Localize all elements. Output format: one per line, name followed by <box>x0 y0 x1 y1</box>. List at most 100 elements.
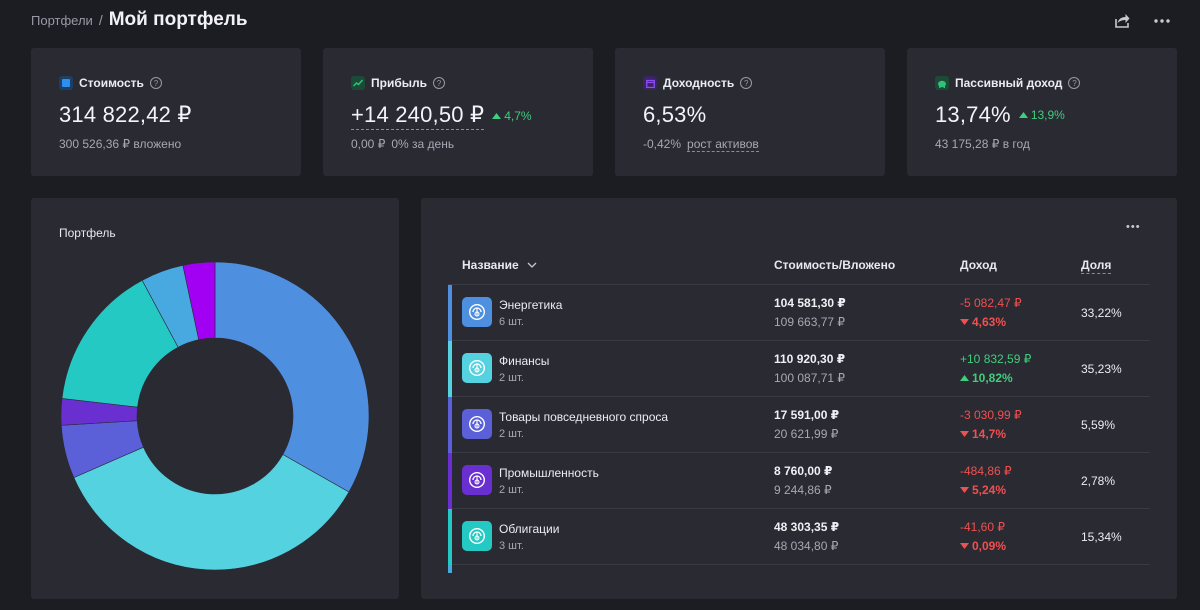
row-overflow-marker <box>448 565 452 573</box>
table-row[interactable]: Товары повседневного спроса 2 шт. 17 591,0… <box>448 397 1150 453</box>
row-share: 15,34% <box>1081 530 1122 544</box>
row-share: 5,59% <box>1081 418 1116 432</box>
sector-icon <box>462 353 492 383</box>
yield-amount: 6,53% <box>643 102 707 127</box>
donut-chart <box>60 261 370 571</box>
row-invested: 109 663,77 ₽ <box>774 315 846 329</box>
passive-income-label: Пассивный доход <box>955 76 1063 90</box>
yield-delta: -0,42% <box>643 137 682 151</box>
row-share: 2,78% <box>1081 474 1116 488</box>
table-row[interactable]: Энергетика 6 шт. 104 581,30 ₽ 109 663,77 ₽ -… <box>448 285 1150 341</box>
calendar-icon <box>643 76 657 90</box>
row-invested: 20 621,99 ₽ <box>774 427 839 441</box>
column-value-header[interactable]: Стоимость/Вложено <box>774 258 896 272</box>
row-color-bar <box>448 341 452 397</box>
row-quantity: 2 шт. <box>499 428 524 440</box>
yield-card: Доходность ? 6,53% -0,42% рост активов <box>615 48 885 176</box>
column-share-header[interactable]: Доля <box>1081 258 1112 274</box>
triangle-up-icon <box>960 375 969 381</box>
more-button[interactable] <box>1152 11 1172 31</box>
profit-label: Прибыль <box>371 76 427 90</box>
table-row[interactable]: Облигации 3 шт. 48 303,35 ₽ 48 034,80 ₽ -41,… <box>448 509 1150 565</box>
passive-income-yearly: 43 175,28 ₽ в год <box>935 137 1030 151</box>
sector-icon <box>462 521 492 551</box>
triangle-down-icon <box>960 487 969 493</box>
value-label: Стоимость <box>79 76 144 90</box>
row-value: 17 591,00 ₽ <box>774 408 840 422</box>
donut-slice[interactable] <box>214 261 370 493</box>
row-name: Облигации <box>499 522 560 536</box>
row-income: -3 030,99 ₽ <box>960 408 1022 422</box>
row-quantity: 2 шт. <box>499 484 524 496</box>
chart-up-icon <box>351 76 365 90</box>
piggy-bank-icon <box>935 76 949 90</box>
row-income: -5 082,47 ₽ <box>960 296 1022 310</box>
profit-delta: 4,7% <box>492 109 532 123</box>
row-color-bar <box>448 453 452 509</box>
row-income-percent: 10,82% <box>960 371 1013 385</box>
donut-slice[interactable] <box>73 446 350 571</box>
row-color-bar <box>448 285 452 341</box>
passive-income-percent: 13,74% <box>935 102 1011 127</box>
share-button[interactable] <box>1112 11 1132 31</box>
value-card: Стоимость ? 314 822,42 ₽ 300 526,36 ₽ вл… <box>31 48 301 176</box>
asset-growth-link[interactable]: рост активов <box>687 137 759 152</box>
profit-day-percent: 0% за день <box>391 137 455 151</box>
invested-amount: 300 526,36 ₽ вложено <box>59 137 182 151</box>
profit-day-amount: 0,00 ₽ <box>351 137 386 151</box>
help-icon[interactable]: ? <box>433 77 445 89</box>
header-divider <box>448 284 1150 285</box>
triangle-up-icon <box>492 113 502 119</box>
row-value: 104 581,30 ₽ <box>774 296 846 310</box>
portfolio-chart-panel: Портфель <box>31 198 399 599</box>
share-icon <box>1115 14 1130 28</box>
more-icon <box>1154 19 1170 23</box>
triangle-up-icon <box>1018 112 1028 118</box>
help-icon[interactable]: ? <box>740 77 753 89</box>
row-name: Финансы <box>499 354 550 368</box>
donut-slice[interactable] <box>182 261 216 341</box>
triangle-down-icon <box>960 543 969 549</box>
row-income: +10 832,59 ₽ <box>960 352 1032 366</box>
row-invested: 9 244,86 ₽ <box>774 483 832 497</box>
passive-income-card: Пассивный доход ? 13,74% 13,9% 43 175,28… <box>907 48 1177 176</box>
sector-icon <box>462 409 492 439</box>
row-color-bar <box>448 509 452 565</box>
row-share: 33,22% <box>1081 306 1122 320</box>
row-share: 35,23% <box>1081 362 1122 376</box>
profit-amount[interactable]: +14 240,50 ₽ <box>351 102 485 130</box>
passive-income-delta: 13,9% <box>1018 108 1065 122</box>
chart-title: Портфель <box>59 226 116 240</box>
breadcrumb-portfolios[interactable]: Портфели <box>31 13 93 28</box>
yield-label: Доходность <box>663 76 735 90</box>
row-income-percent: 5,24% <box>960 483 1006 497</box>
row-income-percent: 14,7% <box>960 427 1006 441</box>
page-title: Мой портфель <box>108 9 248 30</box>
row-invested: 48 034,80 ₽ <box>774 539 839 553</box>
column-income-header[interactable]: Доход <box>960 258 997 272</box>
row-income-percent: 4,63% <box>960 315 1006 329</box>
sort-down-icon <box>527 262 537 268</box>
wallet-icon <box>59 76 73 90</box>
row-name: Энергетика <box>499 298 563 312</box>
help-icon[interactable]: ? <box>1068 77 1081 89</box>
row-quantity: 6 шт. <box>499 316 524 328</box>
row-income: -484,86 ₽ <box>960 464 1012 478</box>
row-value: 8 760,00 ₽ <box>774 464 833 478</box>
column-name-header[interactable]: Название <box>462 258 537 272</box>
profit-card: Прибыль ? +14 240,50 ₽ 4,7% 0,00 ₽ 0% за… <box>323 48 593 176</box>
holdings-table-panel <box>421 198 1177 599</box>
row-quantity: 3 шт. <box>499 540 524 552</box>
row-value: 110 920,30 ₽ <box>774 352 846 366</box>
table-row[interactable]: Финансы 2 шт. 110 920,30 ₽ 100 087,71 ₽ +10 … <box>448 341 1150 397</box>
row-quantity: 2 шт. <box>499 372 524 384</box>
row-color-bar <box>448 397 452 453</box>
value-amount: 314 822,42 ₽ <box>59 102 192 127</box>
breadcrumb: Портфели / Мой портфель <box>31 9 248 31</box>
sector-icon <box>462 297 492 327</box>
triangle-down-icon <box>960 319 969 325</box>
table-more-button[interactable]: ••• <box>1126 221 1141 233</box>
row-name: Промышленность <box>499 466 599 480</box>
help-icon[interactable]: ? <box>149 77 162 89</box>
table-row[interactable]: Промышленность 2 шт. 8 760,00 ₽ 9 244,86 ₽ -… <box>448 453 1150 509</box>
